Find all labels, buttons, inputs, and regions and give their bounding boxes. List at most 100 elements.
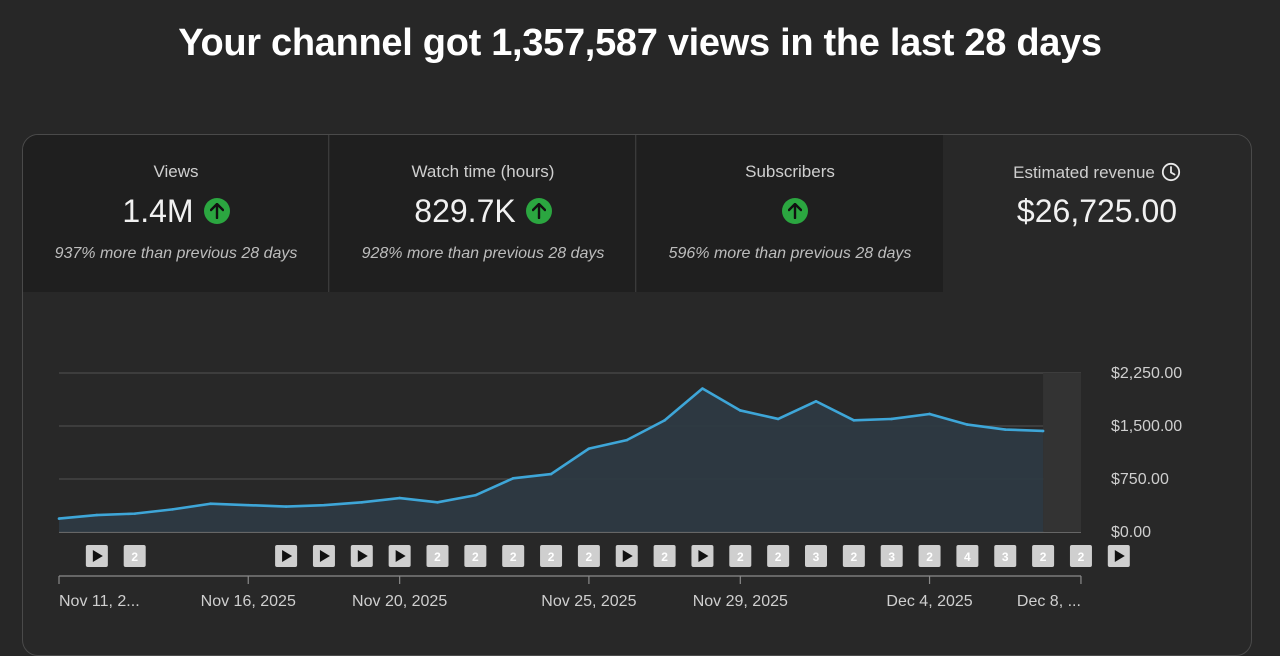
data-point — [966, 423, 969, 426]
data-point — [776, 417, 780, 421]
svg-text:2: 2 — [737, 550, 744, 564]
tab-comparison-note: 928% more than previous 28 days — [361, 245, 605, 262]
video-marker-count[interactable]: 3 — [994, 545, 1017, 567]
page-headline: Your channel got 1,357,587 views in the … — [178, 22, 1102, 64]
tab-label: Watch time (hours) — [411, 162, 555, 181]
data-point — [133, 512, 136, 515]
video-marker-play-icon[interactable] — [1107, 545, 1130, 567]
data-point — [436, 501, 439, 504]
video-marker-count[interactable]: 4 — [956, 545, 979, 567]
data-point — [549, 472, 553, 476]
data-point — [663, 419, 666, 422]
data-point — [171, 508, 174, 511]
tab-subscribers[interactable]: Subscribers 596% more than previous 28 d… — [637, 135, 943, 292]
video-marker-count[interactable]: 2 — [123, 545, 146, 567]
data-point — [890, 417, 893, 421]
y-tick-label: $0.00 — [1111, 524, 1151, 541]
tab-divider — [635, 135, 636, 292]
video-marker-count[interactable]: 2 — [653, 545, 676, 567]
data-point — [474, 493, 477, 497]
y-tick-label: $750.00 — [1111, 471, 1169, 488]
data-point — [209, 502, 212, 506]
tab-estimated-revenue[interactable]: Estimated revenue $26,725.00 — [944, 135, 1250, 292]
video-marker-count[interactable]: 2 — [729, 545, 752, 567]
svg-text:2: 2 — [926, 550, 933, 564]
video-marker-play-icon[interactable] — [275, 545, 298, 567]
trend-up-icon — [203, 198, 230, 224]
data-point — [246, 503, 250, 507]
tab-label: Views — [153, 162, 199, 181]
svg-text:4: 4 — [964, 550, 971, 564]
video-marker-play-icon[interactable] — [312, 545, 335, 567]
svg-text:2: 2 — [851, 550, 858, 564]
svg-text:3: 3 — [888, 550, 895, 564]
video-marker-count[interactable]: 2 — [918, 545, 941, 567]
svg-text:2: 2 — [1078, 550, 1085, 564]
trend-up-icon — [782, 198, 808, 224]
tab-value: 829.7K — [414, 192, 516, 229]
data-point — [852, 419, 856, 422]
svg-text:3: 3 — [1002, 550, 1009, 564]
video-marker-count[interactable]: 3 — [805, 545, 827, 567]
revenue-chart[interactable]: $2,250.00 $1,500.00 $750.00 $0.00 2 2 2 2 2 2 2 2 2 3… — [23, 135, 1251, 655]
video-marker-count[interactable]: 2 — [464, 545, 487, 567]
svg-text:2: 2 — [472, 550, 479, 564]
video-marker-play-icon[interactable] — [350, 545, 373, 567]
video-marker-play-icon[interactable] — [691, 545, 714, 567]
tab-comparison-note: 596% more than previous 28 days — [668, 245, 912, 262]
partial-day-shade — [1043, 373, 1081, 532]
svg-text:2: 2 — [1040, 550, 1047, 564]
video-marker-count[interactable]: 2 — [426, 545, 449, 567]
data-point — [398, 496, 401, 500]
video-marker-count[interactable]: 2 — [540, 545, 563, 567]
data-point — [1003, 428, 1007, 431]
x-tick-label: Dec 4, 2025 — [886, 593, 972, 610]
video-marker-count[interactable]: 2 — [767, 545, 790, 567]
svg-text:2: 2 — [434, 550, 441, 564]
x-tick-label: Dec 8, ... — [1017, 593, 1081, 610]
data-point — [284, 505, 288, 508]
video-marker-count[interactable]: 2 — [577, 545, 600, 567]
y-tick-label: $1,500.00 — [1111, 418, 1182, 435]
video-marker-count[interactable]: 2 — [1032, 545, 1055, 567]
video-marker-play-icon[interactable] — [615, 545, 638, 567]
area-fill — [59, 388, 1044, 532]
data-point — [814, 399, 818, 403]
tab-views[interactable]: Views 1.4M 937% more than previous 28 da… — [23, 135, 329, 292]
x-tick-label: Nov 11, 2... — [59, 593, 140, 610]
video-marker-play-icon[interactable] — [388, 545, 411, 567]
analytics-card: Views 1.4M 937% more than previous 28 da… — [22, 134, 1252, 656]
y-tick-label: $2,250.00 — [1111, 365, 1182, 382]
metric-tabs: Views 1.4M 937% more than previous 28 da… — [23, 135, 1251, 292]
tab-value: 1.4M — [122, 192, 194, 229]
svg-text:2: 2 — [775, 550, 782, 564]
video-marker-count[interactable]: 3 — [880, 545, 903, 567]
svg-text:2: 2 — [131, 550, 138, 564]
clock-icon[interactable] — [1161, 162, 1181, 187]
tab-label: Estimated revenue — [944, 162, 1250, 187]
svg-text:2: 2 — [661, 550, 668, 564]
x-tick-label: Nov 29, 2025 — [693, 593, 788, 610]
x-tick-label: Nov 25, 2025 — [541, 593, 636, 610]
tab-divider — [328, 135, 329, 292]
video-marker-play-icon[interactable] — [85, 545, 108, 567]
video-marker-count[interactable]: 2 — [1069, 545, 1092, 567]
data-point — [322, 503, 326, 507]
data-point — [739, 409, 742, 412]
trend-up-icon — [525, 198, 552, 224]
svg-text:2: 2 — [548, 550, 555, 564]
x-tick-label: Nov 20, 2025 — [352, 593, 447, 610]
data-point — [95, 513, 99, 517]
x-tick-label: Nov 16, 2025 — [201, 593, 296, 610]
video-marker-count[interactable]: 2 — [842, 545, 865, 567]
tab-label: Subscribers — [745, 162, 835, 181]
data-point — [625, 438, 629, 442]
data-point — [57, 517, 61, 520]
svg-text:2: 2 — [586, 550, 593, 564]
tab-label-text: Estimated revenue — [1013, 163, 1155, 182]
data-point — [1041, 429, 1045, 433]
tab-comparison-note: 937% more than previous 28 days — [54, 245, 298, 262]
svg-text:3: 3 — [813, 550, 820, 564]
video-marker-count[interactable]: 2 — [502, 545, 525, 567]
tab-watch-time[interactable]: Watch time (hours) 829.7K 928% more than… — [330, 135, 636, 292]
